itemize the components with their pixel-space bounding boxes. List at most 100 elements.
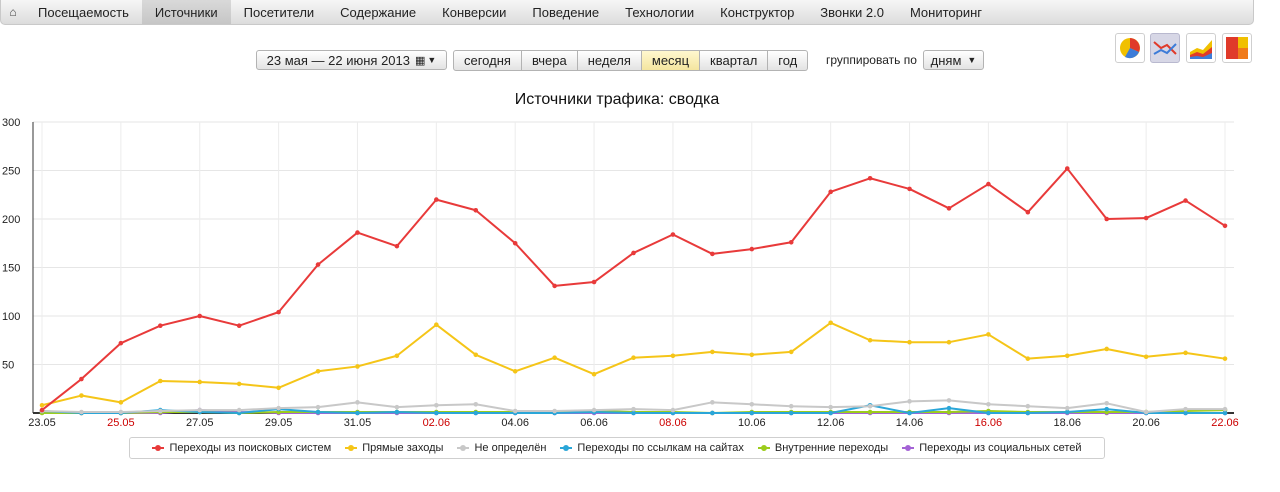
legend-swatch: [457, 445, 470, 451]
data-point: [749, 410, 755, 416]
data-point: [394, 353, 400, 359]
legend-item[interactable]: Переходы из поисковых систем: [152, 442, 331, 454]
nav-tab-6[interactable]: Технологии: [625, 4, 695, 20]
legend-label: Переходы из поисковых систем: [169, 442, 332, 454]
data-point: [1183, 350, 1188, 356]
data-point: [986, 401, 991, 407]
data-point: [355, 230, 360, 235]
data-point: [434, 410, 439, 416]
data-point: [1222, 410, 1228, 416]
data-point: [788, 239, 794, 245]
data-point: [710, 251, 715, 257]
x-tick-label: 22.06: [1211, 417, 1239, 429]
pie-chart-icon[interactable]: [1115, 33, 1145, 63]
x-tick-label: 12.06: [817, 417, 845, 429]
nav-tab-4[interactable]: Конверсии: [442, 4, 507, 20]
legend-label: Прямые заходы: [362, 442, 444, 454]
data-point: [394, 404, 400, 410]
legend-swatch: [757, 445, 770, 451]
data-point: [473, 401, 479, 407]
data-point: [670, 232, 676, 237]
data-point: [315, 404, 321, 410]
data-point: [158, 378, 163, 384]
data-point: [631, 406, 636, 412]
y-tick-label: 150: [2, 263, 20, 275]
data-point: [276, 309, 281, 315]
data-point: [907, 399, 912, 404]
nav-tab-2[interactable]: Посетители: [243, 4, 315, 20]
data-point: [828, 189, 833, 195]
data-point: [236, 381, 242, 387]
nav-tab-3[interactable]: Содержание: [340, 4, 417, 20]
data-point: [828, 320, 833, 326]
data-point: [197, 313, 203, 319]
data-point: [315, 368, 321, 374]
data-point: [552, 408, 557, 414]
data-point: [1064, 405, 1070, 411]
data-point: [79, 393, 84, 398]
data-point: [710, 400, 715, 405]
legend-item[interactable]: Переходы из социальных сетей: [902, 442, 1082, 454]
period-button-1[interactable]: вчера: [521, 50, 578, 71]
data-point: [394, 243, 400, 249]
data-point: [1025, 209, 1031, 215]
data-point: [591, 279, 597, 285]
data-point: [512, 408, 518, 414]
data-point: [1183, 410, 1188, 416]
data-point: [1222, 406, 1228, 412]
nav-tab-1[interactable]: Источники: [141, 0, 231, 24]
nav-tab-9[interactable]: Мониторинг: [909, 4, 983, 20]
nav-tab-8[interactable]: Звонки 2.0: [820, 4, 884, 20]
data-point: [552, 355, 557, 361]
period-button-3[interactable]: месяц: [641, 50, 701, 71]
x-tick-label: 29.05: [265, 417, 293, 429]
x-tick-label: 31.05: [344, 417, 372, 429]
data-point: [1104, 406, 1109, 412]
data-point: [512, 240, 518, 246]
data-point: [434, 197, 439, 202]
legend-swatch: [902, 445, 915, 451]
nav-tab-5[interactable]: Поведение: [532, 4, 600, 20]
legend-item[interactable]: Прямые заходы: [345, 442, 443, 454]
data-point: [946, 398, 952, 403]
data-point: [1183, 406, 1188, 412]
area-chart-icon[interactable]: [1186, 33, 1216, 63]
data-point: [355, 410, 360, 416]
data-point: [276, 405, 281, 411]
data-point: [867, 409, 873, 415]
x-tick-label: 25.05: [107, 417, 135, 429]
nav-tab-0[interactable]: Посещаемость: [38, 4, 129, 20]
data-point: [1143, 354, 1149, 360]
data-point: [79, 376, 84, 382]
data-point: [986, 410, 991, 416]
x-tick-label: 18.06: [1054, 417, 1082, 429]
data-point: [158, 408, 163, 414]
legend-item[interactable]: Не определён: [457, 442, 546, 454]
y-tick-label: 200: [2, 214, 20, 226]
treemap-icon[interactable]: [1222, 33, 1252, 63]
data-point: [197, 407, 203, 413]
calendar-icon: ▦: [415, 54, 426, 67]
date-range-picker[interactable]: 23 мая — 22 июня 2013 ▦ ▼: [256, 50, 447, 70]
line-chart-icon[interactable]: [1150, 33, 1180, 63]
period-button-5[interactable]: год: [768, 50, 809, 71]
data-point: [670, 407, 676, 413]
period-button-4[interactable]: квартал: [700, 50, 769, 71]
home-icon[interactable]: ⌂: [9, 5, 17, 19]
data-point: [828, 410, 833, 416]
legend-item[interactable]: Внутренние переходы: [757, 442, 888, 454]
legend-item[interactable]: Переходы по ссылкам на сайтах: [560, 442, 744, 454]
nav-tab-7[interactable]: Конструктор: [720, 4, 795, 20]
data-point: [1025, 410, 1031, 416]
chart-title: Источники трафика: сводка: [514, 91, 720, 108]
data-point: [946, 405, 952, 411]
period-button-0[interactable]: сегодня: [453, 50, 522, 71]
data-point: [867, 337, 873, 343]
data-point: [473, 352, 479, 358]
period-button-2[interactable]: неделя: [577, 50, 642, 71]
x-tick-label: 16.06: [975, 417, 1003, 429]
data-point: [710, 349, 715, 355]
group-by-select[interactable]: дням ▼: [923, 50, 984, 70]
data-point: [394, 409, 400, 415]
data-point: [39, 402, 45, 408]
